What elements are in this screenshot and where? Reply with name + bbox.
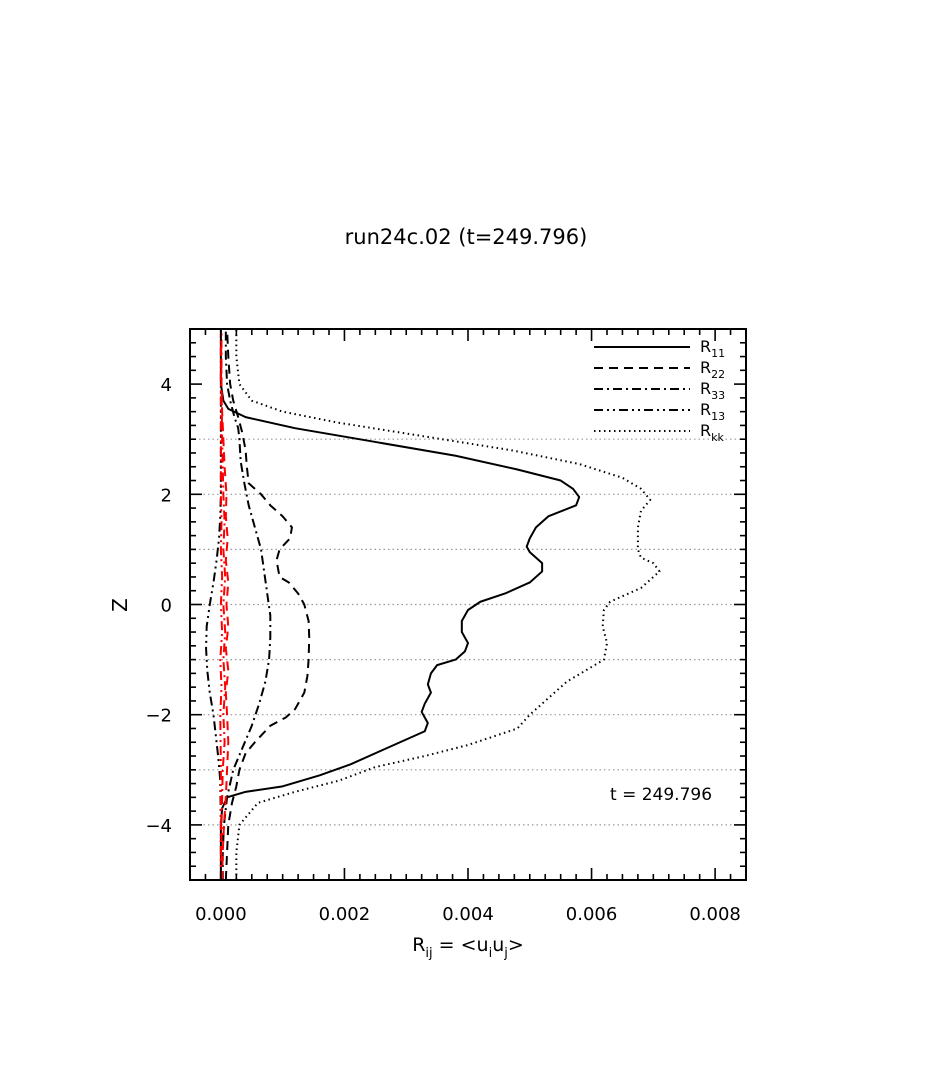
legend-entry: R22	[700, 358, 725, 381]
y-tick-label: 4	[161, 375, 172, 396]
x-tick-label: 0.006	[566, 904, 618, 925]
x-axis-label-sub-j: j	[503, 946, 508, 961]
series-group	[205, 328, 661, 881]
chart-title: run24c.02 (t=249.796)	[345, 225, 588, 249]
x-tick-label: 0.000	[195, 904, 247, 925]
x-tick-label: 0.002	[319, 904, 371, 925]
series-line-r13	[205, 329, 222, 880]
series-line-red-6	[220, 329, 227, 880]
x-axis-label-end: >	[508, 934, 524, 956]
y-axis-label: Z	[108, 598, 132, 612]
x-tick-label: 0.008	[689, 904, 741, 925]
series-line-r11	[219, 329, 581, 880]
y-tick-label: 0	[161, 596, 172, 617]
x-axis-label: Rij = <uiuj>	[412, 934, 524, 961]
y-tick-label: 2	[161, 485, 172, 506]
grid-lines	[190, 438, 746, 826]
y-tick-label: −2	[145, 706, 172, 727]
x-axis-label-sub-i: i	[489, 946, 493, 961]
legend-entry: Rkk	[700, 421, 724, 444]
series-line-rkk	[235, 329, 661, 880]
x-axis-label-mid: u	[492, 934, 504, 956]
series-line-r33	[221, 329, 272, 880]
series-line-red-7	[219, 329, 224, 880]
series-line-red-5	[219, 328, 230, 881]
axis-ticks	[189, 328, 747, 881]
time-annotation: t = 249.796	[610, 785, 712, 805]
x-axis-label-sub: ij	[425, 946, 432, 961]
tick-labels: 0.000 0.002 0.004 0.006 0.008 −4 −2 0 2 4	[145, 375, 740, 925]
legend-entry: R13	[700, 400, 725, 423]
legend-entry: R11	[700, 337, 725, 360]
x-tick-label: 0.004	[442, 904, 494, 925]
legend-entry: R33	[700, 379, 725, 402]
x-axis-label-rest: = <u	[433, 934, 489, 956]
y-tick-label: −4	[145, 816, 172, 837]
series-line-r22	[224, 328, 311, 881]
x-axis-label-base: R	[412, 934, 425, 956]
